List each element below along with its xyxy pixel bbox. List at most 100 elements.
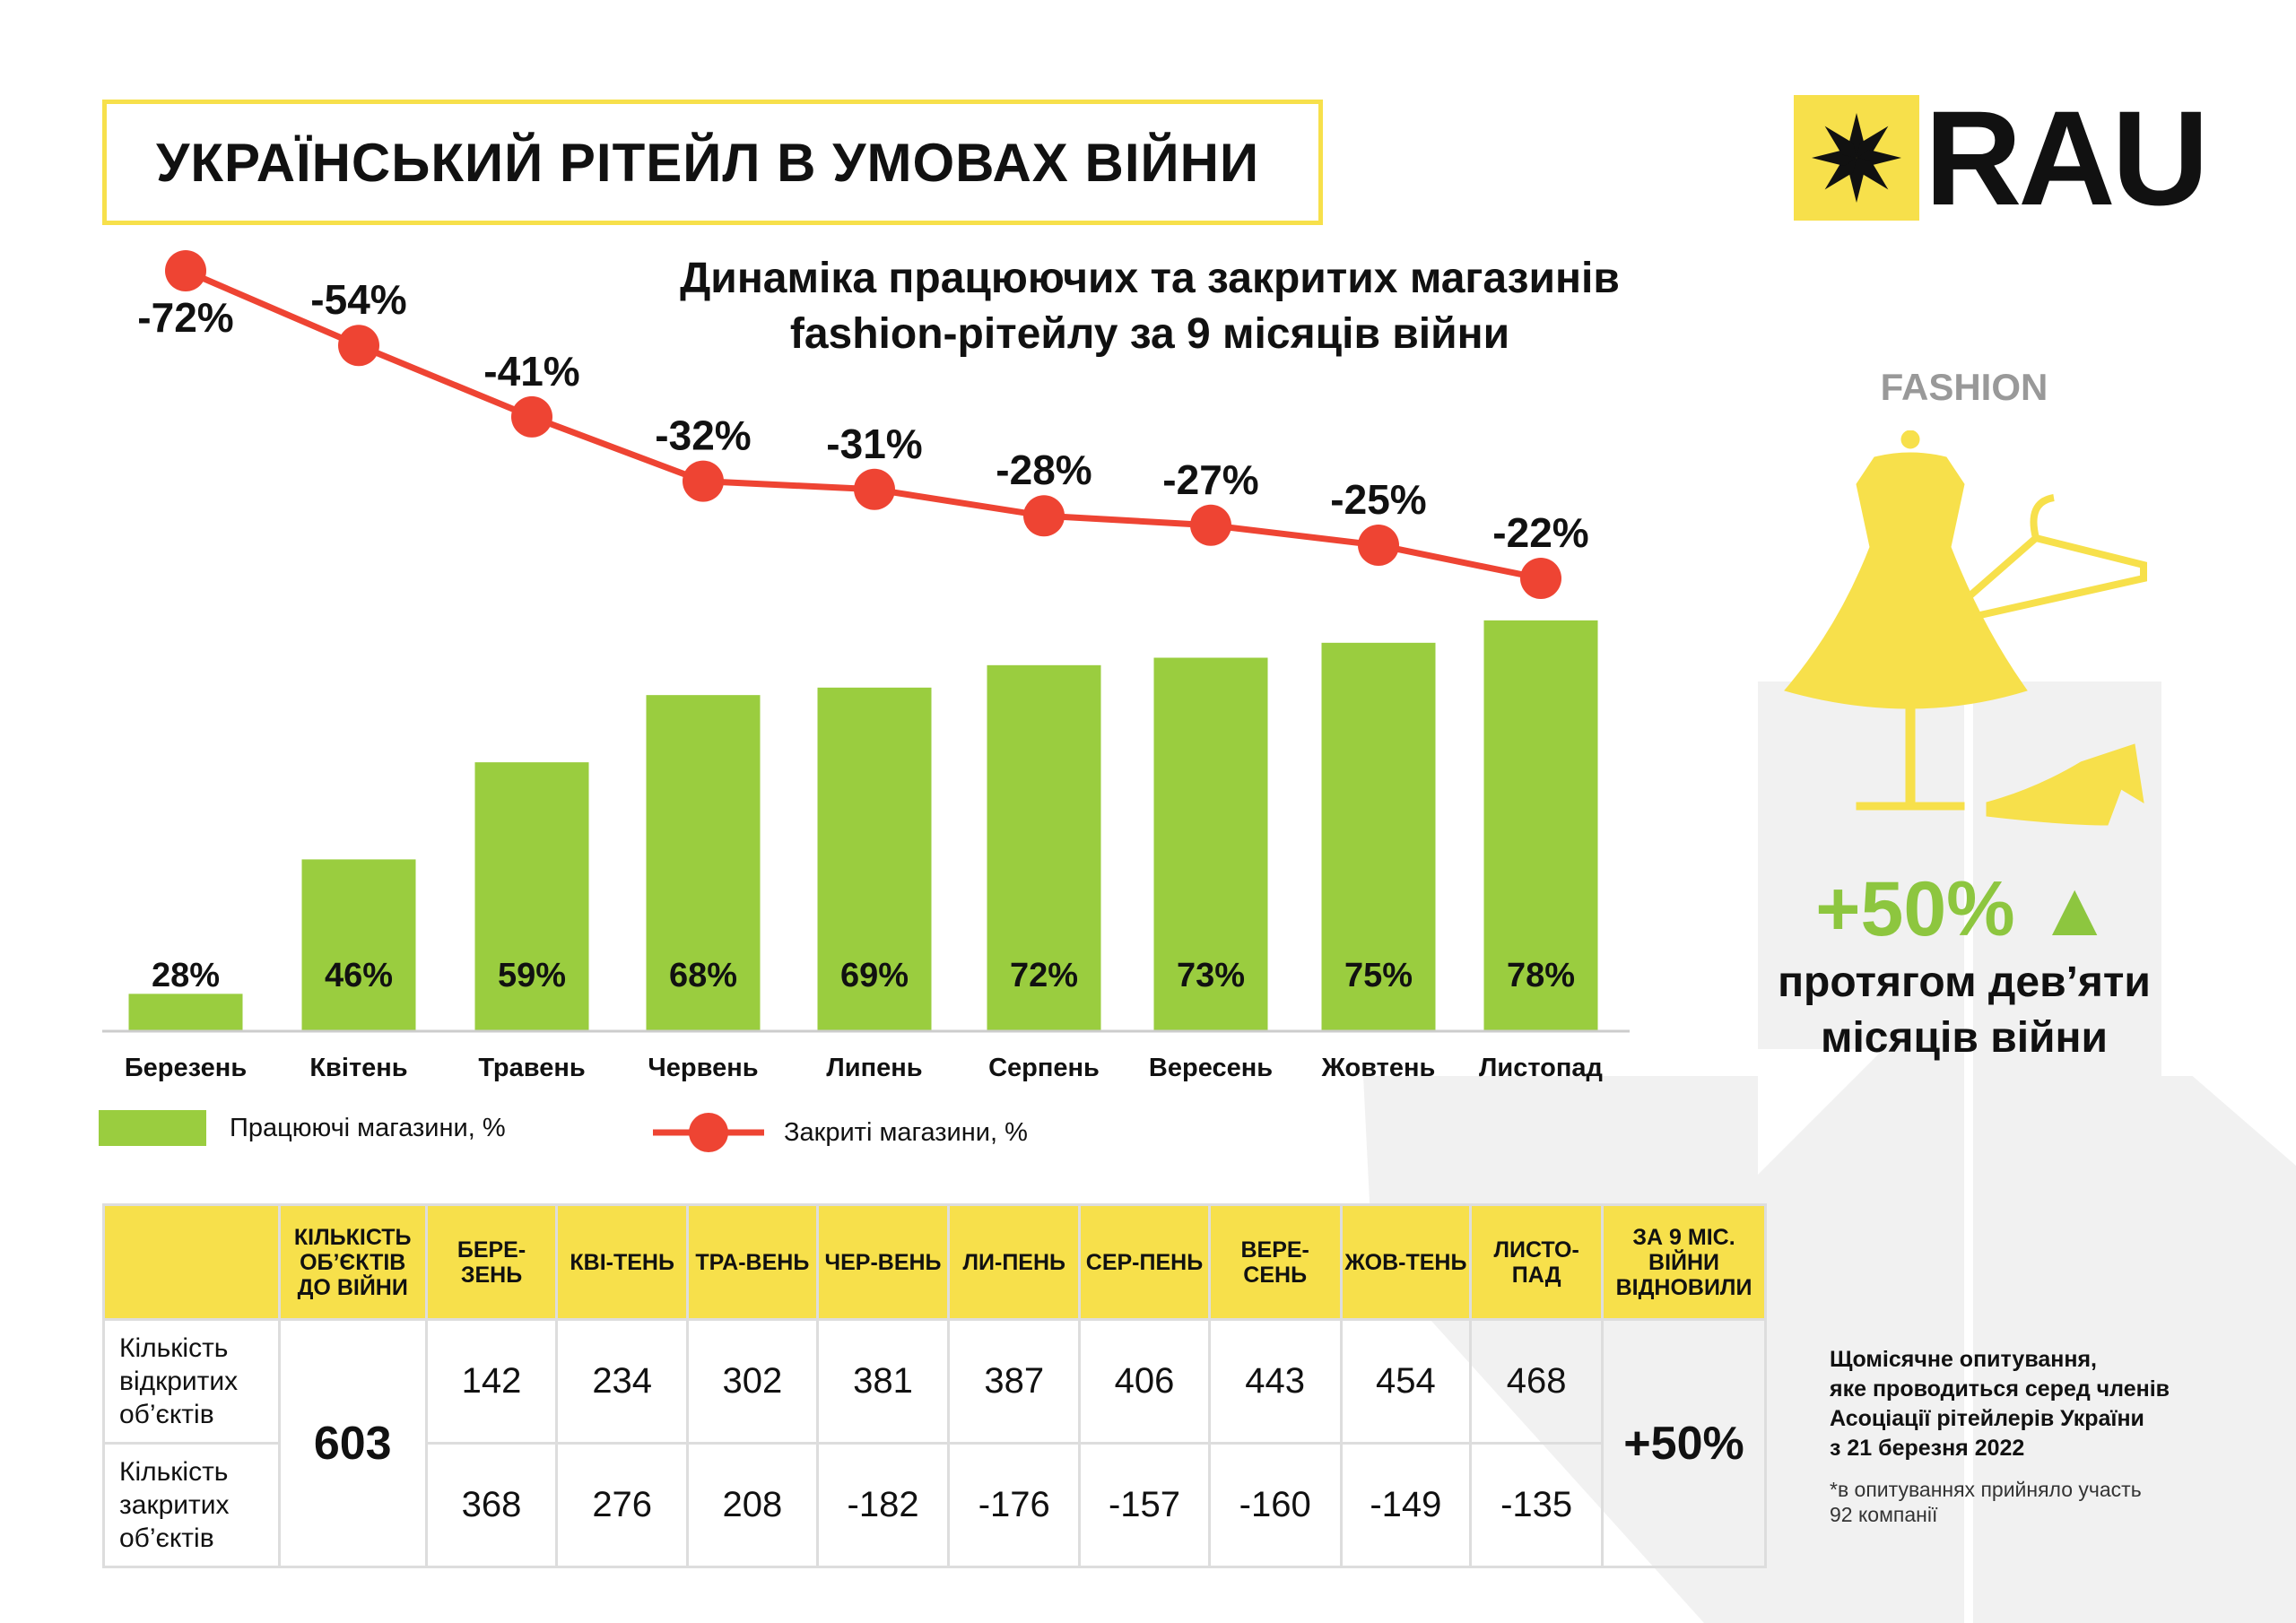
line-label: -28% [996,447,1091,493]
line-label: -27% [1162,456,1258,503]
table-cell: -182 [815,1442,951,1568]
data-table: КІЛЬКІСТЬ ОБ’ЄКТІВ ДО ВІЙНИ БЕРЕ-ЗЕНЬ КВІ-… [102,1203,1767,1568]
table-header-cell: ЛИ-ПЕНЬ [947,1203,1082,1321]
star-ornament-icon [1794,95,1919,221]
x-tick-label: Серпень [988,1054,1100,1082]
table-cell: 276 [555,1442,690,1568]
legend-swatch-green [99,1110,206,1146]
bar [1483,620,1598,1031]
x-tick-label: Травень [478,1054,585,1082]
growth-value: +50% ▲ [1785,865,2144,954]
table-cell: 368 [424,1442,559,1568]
line-label: -32% [655,412,751,459]
x-tick-label: Вересень [1149,1054,1273,1082]
bar [301,859,416,1031]
table-header-cell: КІЛЬКІСТЬ ОБ’ЄКТІВ ДО ВІЙНИ [277,1203,428,1321]
line-point [1190,504,1231,546]
legend-bars: Працюючі магазини, % [99,1110,506,1146]
note-line: яке проводиться серед членів [1830,1376,2170,1402]
bar-label: 59% [498,957,566,994]
chart: 28% Березень 46% Квітень 59% Травень 68% Червен… [102,250,1630,1082]
line-label: -41% [483,348,579,395]
line-point [511,395,552,438]
x-tick-label: Жовтень [1321,1054,1436,1082]
x-tick-label: Липень [826,1054,922,1082]
line-label: -54% [310,276,406,323]
bar [1321,642,1436,1031]
bar [646,695,761,1031]
table-cell: 406 [1078,1318,1211,1445]
legend-line: Закриті магазини, % [653,1110,1028,1155]
table-cell: 387 [947,1318,1082,1445]
table-header-cell: СЕР-ПЕНЬ [1078,1203,1211,1321]
table-row: Кількість відкритих об’єктів 603 142 234 302… [102,1318,1767,1568]
table-cell: -160 [1207,1442,1343,1568]
bar-label: 69% [840,957,909,994]
table-row: Кількість закритих об’єктів 368 276 208 -182… [102,1442,1766,1568]
line-point [854,468,895,510]
table-cell: -149 [1339,1442,1473,1568]
legend-label-closed: Закриті магазини, % [784,1117,1028,1147]
table-cell: 603 [277,1318,428,1568]
line-label: -22% [1492,509,1588,556]
survey-note: Щомісячне опитування, яке проводиться се… [1830,1345,2170,1463]
growth-caption-line2: місяців війни [1820,1014,2109,1062]
category-label: FASHION [1880,366,2048,408]
chart-title-line1: Динаміка працюючих та закритих магазинів [680,255,1620,302]
bar-label: 28% [152,957,220,994]
line-point [165,250,206,291]
line-label: -31% [826,421,922,467]
table-cell: 381 [815,1318,951,1445]
bar [1153,657,1268,1031]
table-header-cell [102,1203,281,1321]
table-header-cell: ЧЕР-ВЕНЬ [815,1203,951,1321]
line-label: -72% [137,294,233,341]
bar [817,687,932,1031]
note-line: з 21 березня 2022 [1830,1436,2025,1461]
note-line: Асоціації рітейлерів України [1830,1406,2144,1431]
line-point [338,325,379,367]
footnote: *в опитуваннях прийняло участь 92 компан… [1830,1477,2142,1527]
table-cell: Кількість відкритих об’єктів [102,1318,281,1445]
page-title: УКРАЇНСЬКИЙ РІТЕЙЛ В УМОВАХ ВІЙНИ [102,100,1323,225]
logo-text: RAU [1925,82,2209,233]
table-header-cell: БЕРЕ-ЗЕНЬ [424,1203,559,1321]
rau-logo: RAU [1794,82,2209,233]
table-cell: 468 [1469,1318,1605,1445]
bar-label: 46% [325,957,393,994]
bar [474,762,589,1031]
table-header-cell: ВЕРЕ-СЕНЬ [1207,1203,1343,1321]
table-header-row: КІЛЬКІСТЬ ОБ’ЄКТІВ ДО ВІЙНИ БЕРЕ-ЗЕНЬ КВІ-… [102,1203,1767,1321]
line-label: -25% [1330,476,1426,523]
line-point [683,460,724,502]
bar-label: 72% [1010,957,1078,994]
table-cell: -176 [947,1442,1082,1568]
bar [128,994,243,1031]
chart-title: Динаміка працюючих та закритих магазинів… [538,251,1761,362]
line-point [1358,525,1399,567]
table-header-cell: КВІ-ТЕНЬ [555,1203,690,1321]
arrow-up-icon: ▲ [2036,866,2113,952]
x-tick-label: Березень [125,1054,247,1082]
bar-label: 78% [1507,957,1575,994]
bar-label: 68% [669,957,737,994]
legend-swatch-line [653,1113,764,1152]
bar-label: 73% [1177,957,1245,994]
table-cell: +50% [1601,1318,1767,1568]
x-tick-label: Червень [648,1054,758,1082]
growth-caption: протягом дев’яти місяців війни [1731,955,2197,1066]
table-cell: 302 [686,1318,819,1445]
table-cell: 208 [686,1442,819,1568]
footnote-line: 92 компанії [1830,1503,1938,1526]
table-cell: 234 [555,1318,690,1445]
footnote-line: *в опитуваннях прийняло участь [1830,1478,2142,1501]
table-cell: -135 [1469,1442,1605,1568]
growth-number: +50% [1815,866,2015,952]
dress-hanger-shoe-icon [1784,430,2147,826]
x-tick-label: Квітень [309,1054,407,1082]
table-cell: Кількість закритих об’єктів [102,1442,281,1568]
note-line: Щомісячне опитування, [1830,1347,2097,1372]
line-point [1520,558,1561,599]
bar-label: 75% [1344,957,1413,994]
table-cell: 443 [1207,1318,1343,1445]
